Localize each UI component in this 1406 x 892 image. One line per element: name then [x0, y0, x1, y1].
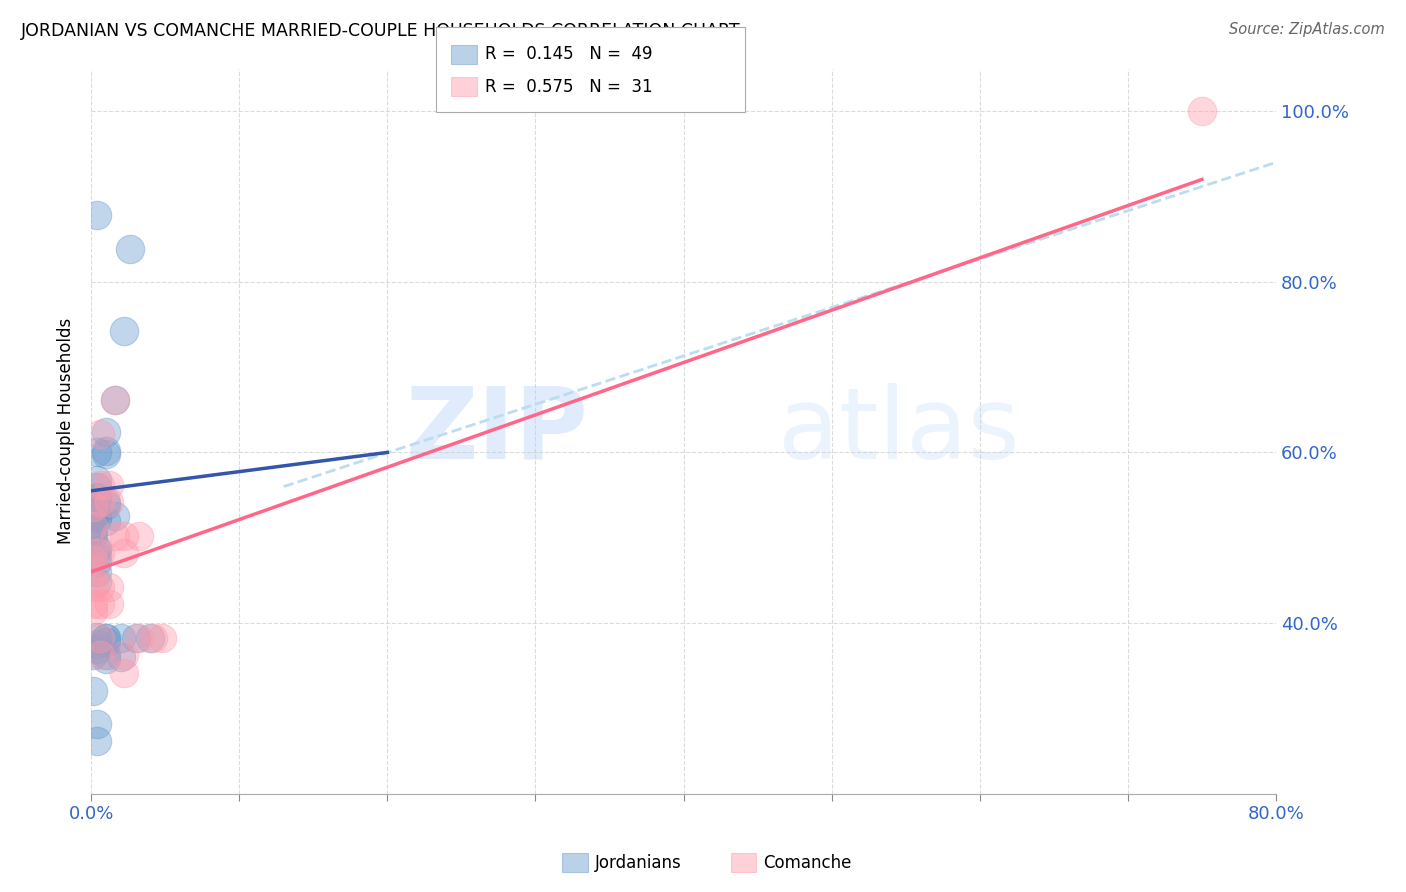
- Point: [142, 632, 165, 646]
- Point: [97, 478, 120, 492]
- Point: [104, 529, 127, 543]
- Point: [89, 495, 111, 509]
- Point: [86, 637, 108, 651]
- Point: [86, 641, 108, 656]
- Point: [94, 425, 117, 439]
- Point: [118, 243, 141, 257]
- Point: [112, 648, 135, 663]
- Point: [104, 392, 127, 407]
- Point: [86, 548, 108, 562]
- Point: [1191, 104, 1213, 119]
- Point: [112, 665, 135, 680]
- Point: [86, 733, 108, 747]
- Text: R =  0.145   N =  49: R = 0.145 N = 49: [485, 45, 652, 63]
- Point: [112, 324, 135, 338]
- Point: [124, 632, 146, 646]
- Point: [94, 447, 117, 461]
- Point: [94, 648, 117, 663]
- Point: [82, 563, 104, 577]
- Point: [104, 392, 127, 407]
- Point: [89, 580, 111, 594]
- Point: [94, 443, 117, 458]
- Point: [89, 648, 111, 663]
- Point: [89, 597, 111, 611]
- Point: [86, 208, 108, 222]
- Point: [97, 597, 120, 611]
- Point: [82, 507, 104, 521]
- Y-axis label: Married-couple Households: Married-couple Households: [58, 318, 75, 544]
- Point: [86, 716, 108, 731]
- Point: [86, 541, 108, 555]
- Point: [86, 555, 108, 569]
- Point: [89, 426, 111, 441]
- Point: [89, 546, 111, 560]
- Point: [86, 575, 108, 590]
- Point: [82, 512, 104, 526]
- Point: [89, 632, 111, 646]
- Text: atlas: atlas: [779, 383, 1019, 480]
- Point: [82, 648, 104, 663]
- Text: R =  0.575   N =  31: R = 0.575 N = 31: [485, 78, 652, 95]
- Point: [82, 597, 104, 611]
- Point: [89, 478, 111, 492]
- Point: [94, 632, 117, 646]
- Point: [82, 500, 104, 514]
- Point: [82, 546, 104, 560]
- Point: [82, 553, 104, 567]
- Point: [112, 529, 135, 543]
- Point: [94, 495, 117, 509]
- Point: [86, 445, 108, 459]
- Point: [139, 632, 162, 646]
- Point: [97, 580, 120, 594]
- Point: [110, 632, 132, 646]
- Point: [94, 635, 117, 649]
- Text: Jordanians: Jordanians: [595, 854, 682, 871]
- Point: [97, 495, 120, 509]
- Point: [82, 505, 104, 519]
- Point: [94, 499, 117, 513]
- Point: [82, 580, 104, 594]
- Text: ZIP: ZIP: [406, 383, 589, 480]
- Point: [128, 529, 150, 543]
- Point: [82, 518, 104, 533]
- Point: [86, 565, 108, 579]
- Text: Comanche: Comanche: [763, 854, 852, 871]
- Point: [112, 546, 135, 560]
- Point: [150, 632, 173, 646]
- Point: [86, 479, 108, 493]
- Point: [94, 514, 117, 528]
- Point: [82, 531, 104, 545]
- Point: [86, 630, 108, 644]
- Point: [82, 501, 104, 516]
- Point: [110, 650, 132, 665]
- Point: [82, 500, 104, 514]
- Point: [82, 525, 104, 540]
- Point: [86, 490, 108, 504]
- Point: [86, 473, 108, 487]
- Point: [86, 491, 108, 506]
- Point: [82, 684, 104, 698]
- Point: [86, 512, 108, 526]
- Point: [94, 632, 117, 646]
- Text: JORDANIAN VS COMANCHE MARRIED-COUPLE HOUSEHOLDS CORRELATION CHART: JORDANIAN VS COMANCHE MARRIED-COUPLE HOU…: [21, 22, 741, 40]
- Point: [104, 508, 127, 523]
- Point: [86, 542, 108, 557]
- Point: [82, 604, 104, 618]
- Point: [82, 522, 104, 536]
- Point: [94, 652, 117, 666]
- Point: [86, 510, 108, 524]
- Point: [82, 509, 104, 524]
- Point: [128, 632, 150, 646]
- Text: Source: ZipAtlas.com: Source: ZipAtlas.com: [1229, 22, 1385, 37]
